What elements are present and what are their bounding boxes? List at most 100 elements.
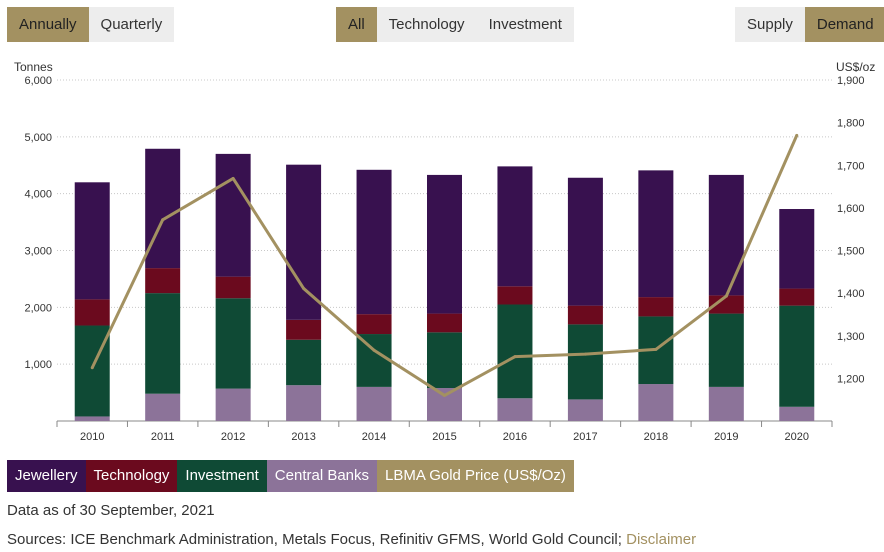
x-tick-label: 2017 [573,431,597,443]
bar-central-banks-2014 [356,386,392,421]
bar-investment-2016 [497,304,533,399]
bar-jewellery-2019 [708,174,744,296]
x-tick-label: 2014 [362,431,386,443]
right-tick-label: 1,200 [837,373,865,385]
gold-price-point-2010 [90,366,94,370]
left-tick-label: 6,000 [24,75,52,87]
bar-jewellery-2012 [215,153,251,277]
gold-price-point-2015 [443,393,446,397]
bar-jewellery-2010 [74,182,110,300]
supply-demand-toggle: Supply Demand [735,7,884,42]
gold-price-point-2011 [161,218,165,222]
bar-jewellery-2013 [286,164,322,320]
bar-technology-2012 [215,276,251,299]
legend-item-investment[interactable]: Investment [177,460,267,492]
x-tick-label: 2020 [785,431,809,443]
bar-central-banks-2012 [215,388,251,421]
bar-central-banks-2016 [497,398,533,421]
bar-central-banks-2017 [567,399,603,421]
gold-demand-chart: Tonnes US$/oz 1,000 2,000 3,000 4,000 5,000 6,0… [14,60,875,443]
bar-jewellery-2020 [779,209,815,289]
right-axis-label: US$/oz [836,60,875,74]
x-tick-label: 2019 [714,431,738,443]
bar-investment-2015 [427,332,462,389]
bar-jewellery-2018 [638,170,674,298]
annually-button[interactable]: Annually [7,7,89,42]
bar-central-banks-2020 [779,406,815,421]
gold-price-point-2014 [372,348,376,352]
bar-technology-2019 [708,295,744,314]
bar-technology-2017 [567,305,603,325]
gold-price-point-2013 [302,286,306,290]
x-tick-label: 2016 [503,431,527,443]
sector-toggle: All Technology Investment [336,7,574,42]
bar-technology-2015 [427,313,462,333]
bar-central-banks-2011 [145,393,181,421]
bar-technology-2011 [145,268,181,294]
investment-button[interactable]: Investment [476,7,574,42]
quarterly-button[interactable]: Quarterly [88,7,175,42]
right-tick-label: 1,300 [837,331,865,343]
left-tick-label: 1,000 [24,359,52,371]
x-tick-label: 2013 [291,431,315,443]
bar-central-banks-2010 [74,416,110,421]
period-toggle: Annually Quarterly [7,7,175,42]
supply-button[interactable]: Supply [735,7,805,42]
bar-jewellery-2014 [356,169,392,315]
left-tick-label: 2,000 [24,302,52,314]
disclaimer-link[interactable]: Disclaimer [626,531,697,548]
bar-investment-2013 [286,339,322,386]
x-tick-label: 2011 [151,431,175,443]
right-tick-label: 1,700 [837,160,865,172]
legend-item-central-banks[interactable]: Central Banks [266,460,378,492]
left-tick-label: 4,000 [24,189,52,201]
x-tick-label: 2010 [80,431,104,443]
all-button[interactable]: All [336,7,377,42]
bar-central-banks-2018 [638,384,674,421]
right-tick-label: 1,400 [837,288,865,300]
bar-technology-2020 [779,288,815,306]
gold-price-point-2012 [231,176,235,180]
bar-central-banks-2013 [286,385,322,421]
right-tick-label: 1,600 [837,203,865,215]
right-tick-label: 1,900 [837,75,865,87]
x-tick-label: 2015 [432,431,456,443]
bar-central-banks-2015 [427,388,462,421]
x-tick-label: 2012 [221,431,245,443]
bar-investment-2017 [567,324,603,400]
gold-price-point-2019 [724,294,728,298]
bar-technology-2013 [286,319,322,340]
bar-jewellery-2016 [497,166,533,287]
bar-investment-2012 [215,298,251,389]
bar-jewellery-2017 [567,177,603,306]
left-axis-label: Tonnes [14,60,53,74]
sources-text: Sources: ICE Benchmark Administration, M… [7,531,622,548]
demand-button[interactable]: Demand [804,7,884,42]
legend-item-jewellery[interactable]: Jewellery [7,460,86,492]
bar-investment-2014 [356,334,392,387]
sources-note: Sources: ICE Benchmark Administration, M… [7,531,696,548]
bar-technology-2014 [356,314,392,335]
right-tick-label: 1,800 [837,118,865,130]
bar-technology-2018 [638,297,674,317]
bar-central-banks-2019 [708,386,744,421]
gold-price-point-2016 [513,355,517,359]
bar-investment-2011 [145,293,181,394]
bar-technology-2016 [497,286,533,305]
bar-investment-2019 [708,313,744,387]
data-date-note: Data as of 30 September, 2021 [7,502,215,519]
bar-investment-2020 [779,305,815,407]
legend-item-technology[interactable]: Technology [85,460,178,492]
bar-jewellery-2015 [427,174,462,314]
gold-price-point-2017 [583,352,587,356]
bar-jewellery-2011 [145,148,181,269]
legend-item-lbma-gold-price-us-oz[interactable]: LBMA Gold Price (US$/Oz) [377,460,574,492]
left-tick-label: 5,000 [24,132,52,144]
left-tick-label: 3,000 [24,246,52,258]
technology-button[interactable]: Technology [376,7,477,42]
gold-price-point-2018 [654,347,658,351]
chart-legend: Jewellery Technology Investment Central Ban… [7,460,574,492]
bar-technology-2010 [74,299,110,326]
gold-price-point-2020 [795,133,799,137]
x-tick-label: 2018 [644,431,668,443]
